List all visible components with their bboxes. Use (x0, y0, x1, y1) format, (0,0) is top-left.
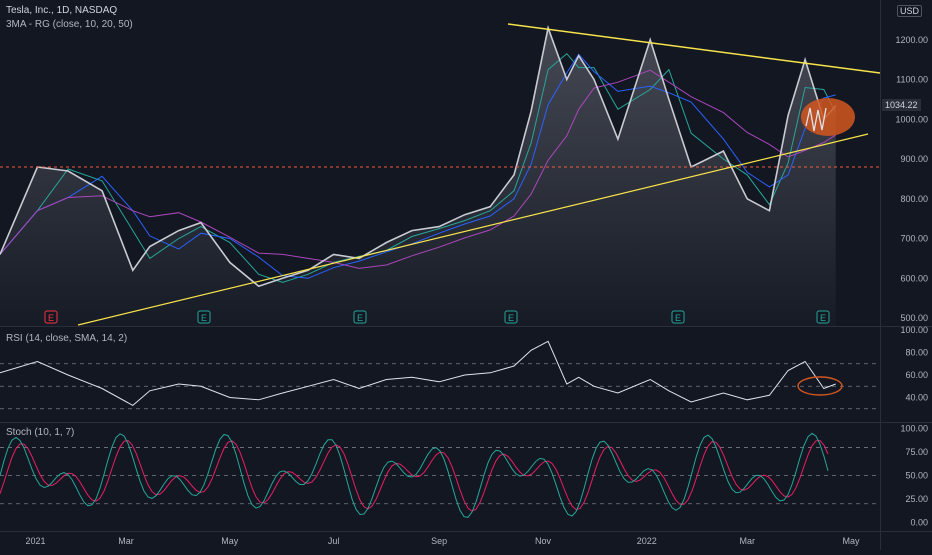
symbol-title: Tesla, Inc., 1D, NASDAQ (6, 5, 118, 16)
price-tick-label: 700.00 (900, 234, 928, 244)
time-tick-label: 2022 (637, 536, 657, 546)
earnings-marker (816, 310, 830, 324)
time-tick-label: Mar (739, 536, 755, 546)
stoch-indicator-label[interactable]: Stoch (10, 1, 7) (6, 427, 75, 438)
ma-fast-line (0, 52, 837, 283)
ma-slow-line (0, 69, 836, 269)
stoch-tick-label: 100.00 (900, 424, 928, 434)
rsi-tick-label: 80.00 (905, 348, 928, 358)
earnings-marker (353, 310, 367, 324)
stoch-k-line (0, 432, 829, 518)
currency-badge[interactable]: USD (896, 5, 922, 17)
price-tick-label: 1100.00 (896, 75, 928, 85)
highlight-price-squiggle (805, 107, 827, 132)
time-tick-label: Sep (431, 536, 447, 546)
stoch-tick-label: 25.00 (905, 494, 928, 504)
time-tick-label: Nov (535, 536, 552, 546)
earnings-marker-label: E (675, 313, 681, 323)
earnings-marker-label: E (820, 313, 826, 323)
rsi-line (0, 340, 836, 407)
ma-mid-line (0, 53, 836, 279)
price-line (0, 24, 837, 288)
resistance-trendline (507, 23, 881, 74)
earnings-marker (671, 310, 685, 324)
rsi-highlight-ellipse (797, 376, 843, 396)
price-tick-label: 800.00 (900, 194, 928, 204)
rsi-tick-label: 100.00 (900, 325, 928, 335)
earnings-marker (197, 310, 211, 324)
earnings-marker (504, 310, 518, 324)
price-tick-label: 600.00 (900, 273, 928, 283)
price-tick-label: 1200.00 (895, 35, 928, 45)
earnings-marker-label: E (201, 313, 207, 323)
earnings-marker-label: E (508, 313, 514, 323)
highlight-ellipse (801, 98, 855, 136)
support-trendline (77, 133, 869, 326)
time-tick-label: May (221, 536, 239, 546)
time-tick-label: Jul (328, 536, 340, 546)
price-area-fill (0, 27, 836, 327)
rsi-tick-label: 40.00 (905, 393, 928, 403)
price-tick-label: 1000.00 (895, 114, 928, 124)
price-tick-label: 500.00 (900, 313, 928, 323)
stoch-tick-label: 50.00 (905, 471, 928, 481)
time-tick-label: May (843, 536, 861, 546)
earnings-marker-label: E (48, 313, 54, 323)
ma-indicator-label[interactable]: 3MA - RG (close, 10, 20, 50) (6, 19, 133, 30)
rsi-indicator-label[interactable]: RSI (14, close, SMA, 14, 2) (6, 333, 128, 344)
time-tick-label: Mar (118, 536, 134, 546)
stoch-tick-label: 0.00 (910, 517, 928, 527)
last-price-tag: 1034.22 (882, 99, 921, 111)
rsi-tick-label: 60.00 (905, 370, 928, 380)
earnings-marker (44, 310, 58, 324)
time-tick-label: 2021 (26, 536, 46, 546)
price-tick-label: 900.00 (900, 154, 928, 164)
earnings-marker-label: E (357, 313, 363, 323)
stoch-tick-label: 75.00 (905, 447, 928, 457)
